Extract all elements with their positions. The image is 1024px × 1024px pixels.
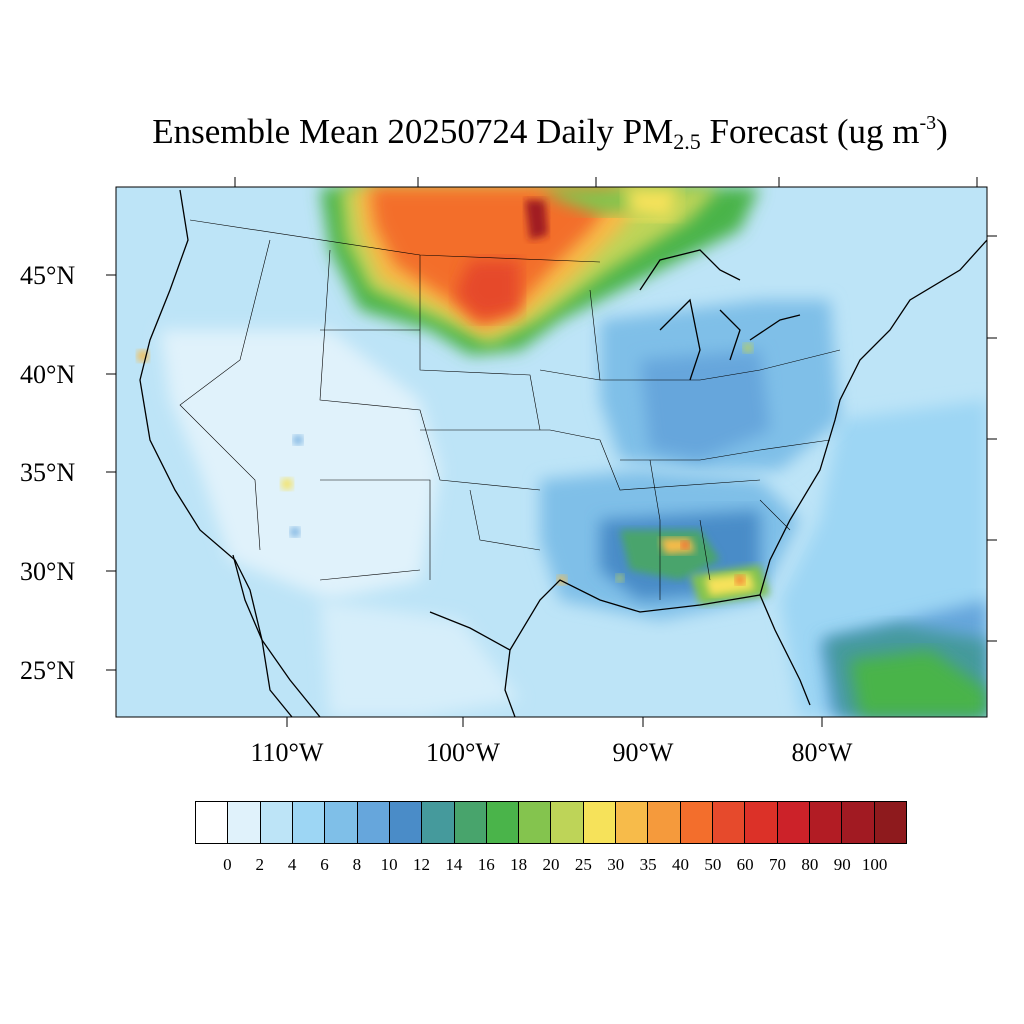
title-end: ) [936, 112, 948, 151]
colorbar-tick-label: 80 [801, 855, 819, 874]
lat-label-25n: 25°N [20, 656, 76, 685]
map-title: Ensemble Mean 20250724 Daily PM2.5 Forec… [0, 112, 1024, 155]
colorbar-tick-label: 0 [223, 855, 232, 874]
colorbar-tick-label: 18 [510, 855, 528, 874]
lat-label-45n: 45°N [20, 261, 76, 290]
concentration-field [116, 187, 987, 717]
colorbar-tick-label: 40 [671, 855, 689, 874]
title-units: Forecast (ug m [700, 112, 920, 151]
colorbar-box [228, 802, 261, 843]
colorbar-tick-label: 25 [574, 855, 592, 874]
colorbar-box [745, 802, 778, 843]
lon-label-80w: 80°W [791, 738, 853, 767]
tick-marks [106, 177, 997, 727]
colorbar-box [842, 802, 875, 843]
coastlines [139, 189, 987, 717]
colorbar-box [325, 802, 358, 843]
colorbar-tick-label: 8 [352, 855, 362, 874]
colorbar-tick-label: 30 [607, 855, 625, 874]
colorbar-tick-label: 90 [833, 855, 851, 874]
title-subscript: 2.5 [673, 129, 701, 154]
colorbar-tick-label: 16 [477, 855, 495, 874]
state-borders [179, 219, 841, 600]
colorbar-box [551, 802, 584, 843]
colorbar-tick-label: 4 [287, 855, 297, 874]
lat-label-30n: 30°N [20, 557, 76, 586]
colorbar-box [486, 802, 520, 843]
colorbar-tick-label: 60 [736, 855, 754, 874]
colorbar-tick-label: 35 [639, 855, 657, 874]
colorbar-box [777, 802, 810, 843]
colorbar-box [874, 802, 906, 843]
colorbar-box [292, 802, 326, 843]
title-superscript: -3 [919, 112, 937, 134]
lat-label-35n: 35°N [20, 458, 76, 487]
colorbar-box [519, 802, 552, 843]
lon-label-110w: 110°W [250, 738, 324, 767]
colorbar-box [389, 802, 423, 843]
lon-label-90w: 90°W [612, 738, 674, 767]
colorbar-box [260, 802, 293, 843]
colorbar-box [422, 802, 455, 843]
colorbar-tick-label: 6 [320, 855, 329, 874]
colorbar-box [454, 802, 487, 843]
colorbar-tick-label: 2 [255, 855, 264, 874]
colorbar-box [648, 802, 681, 843]
colorbar-tick-label: 14 [445, 855, 463, 874]
colorbar [195, 801, 907, 844]
colorbar-box [583, 802, 617, 843]
colorbar-tick-label: 100 [861, 855, 888, 874]
plot-frame [115, 186, 988, 718]
colorbar-tick-label: 20 [542, 855, 560, 874]
colorbar-tick-label: 10 [380, 855, 398, 874]
colorbar-box [196, 802, 229, 843]
colorbar-box [616, 802, 649, 843]
lon-label-100w: 100°W [426, 738, 500, 767]
colorbar-box [713, 802, 746, 843]
colorbar-tick-label: 50 [704, 855, 722, 874]
colorbar-box [680, 802, 713, 843]
colorbar-tick-label: 12 [413, 855, 431, 874]
colorbar-tick-label: 70 [769, 855, 787, 874]
colorbar-box [357, 802, 390, 843]
lat-label-40n: 40°N [20, 360, 76, 389]
title-main: Ensemble Mean 20250724 Daily PM [152, 112, 674, 151]
colorbar-box [809, 802, 843, 843]
